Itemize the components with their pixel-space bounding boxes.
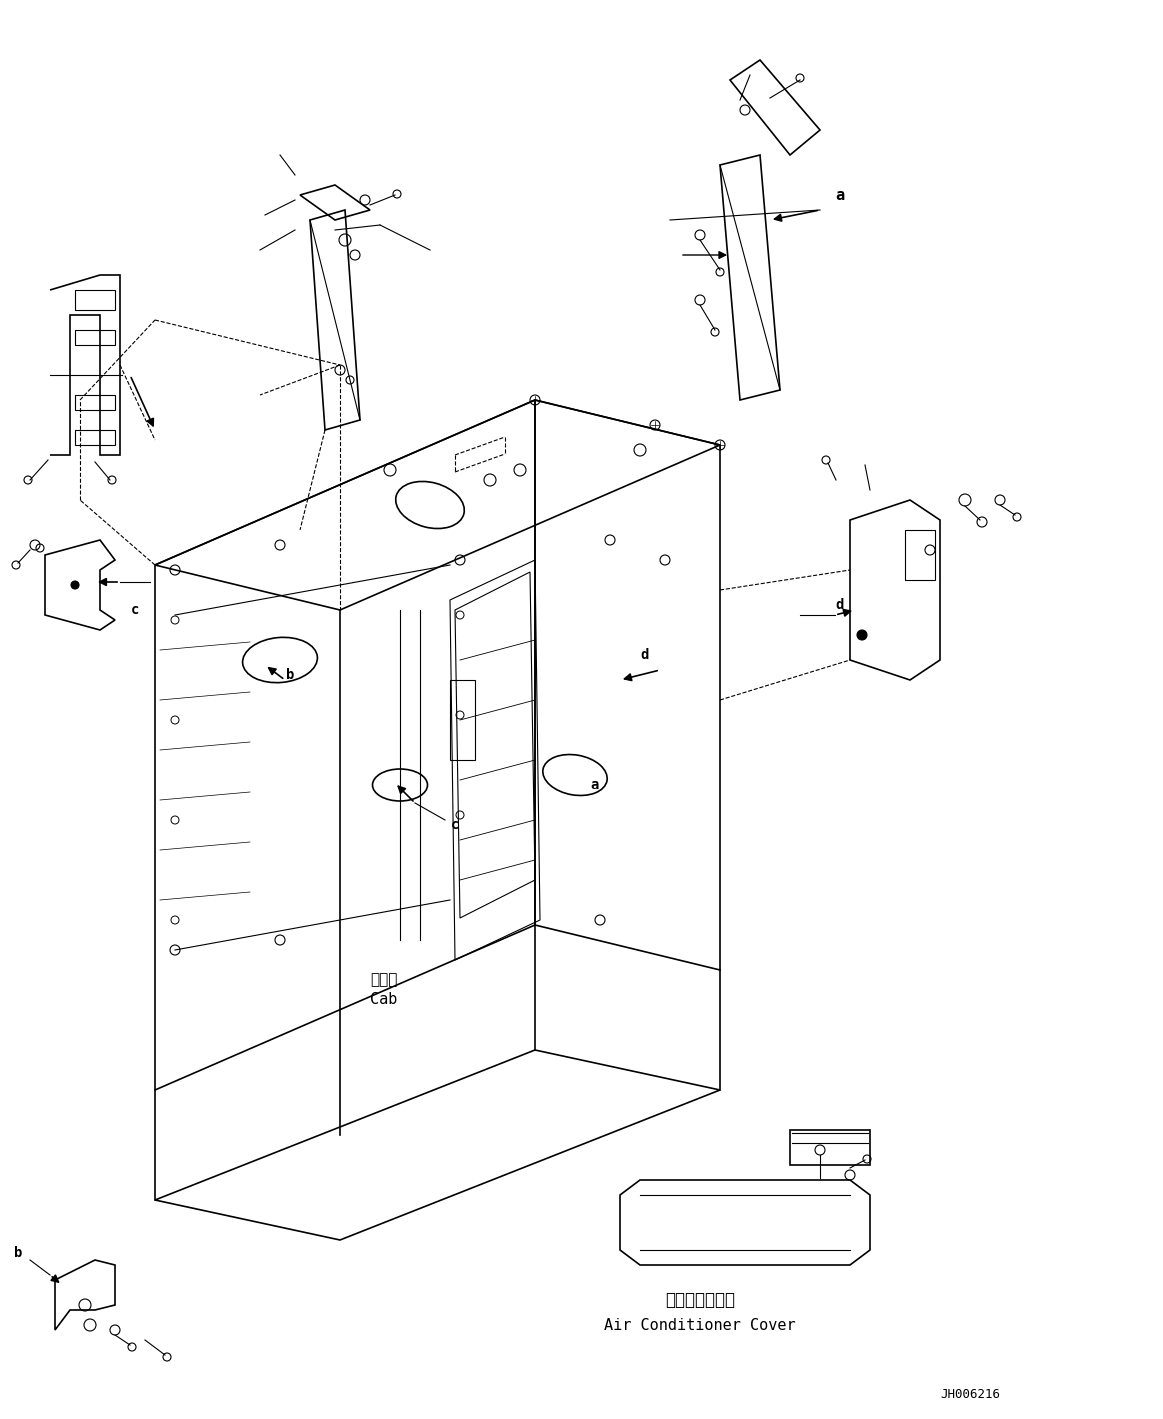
Text: キャブ: キャブ [370, 972, 398, 988]
Text: a: a [835, 187, 844, 203]
Bar [74, 430, 115, 446]
Circle shape [71, 580, 79, 589]
Bar [790, 1130, 870, 1165]
Text: エアコンカバー: エアコンカバー [665, 1291, 735, 1308]
Text: b: b [14, 1246, 22, 1260]
Bar [450, 680, 475, 761]
Bar [74, 394, 115, 410]
Bar [905, 531, 935, 580]
Bar [74, 289, 115, 309]
Text: c: c [451, 817, 459, 832]
Text: JH006216: JH006216 [940, 1389, 1000, 1402]
Text: b: b [286, 668, 294, 683]
Text: d: d [641, 648, 649, 663]
Text: a: a [591, 778, 599, 792]
Bar [74, 331, 115, 345]
Text: Cab: Cab [370, 992, 398, 1007]
Circle shape [857, 630, 866, 640]
Text: d: d [836, 597, 844, 612]
Text: Air Conditioner Cover: Air Conditioner Cover [605, 1317, 795, 1332]
Text: c: c [130, 603, 140, 617]
